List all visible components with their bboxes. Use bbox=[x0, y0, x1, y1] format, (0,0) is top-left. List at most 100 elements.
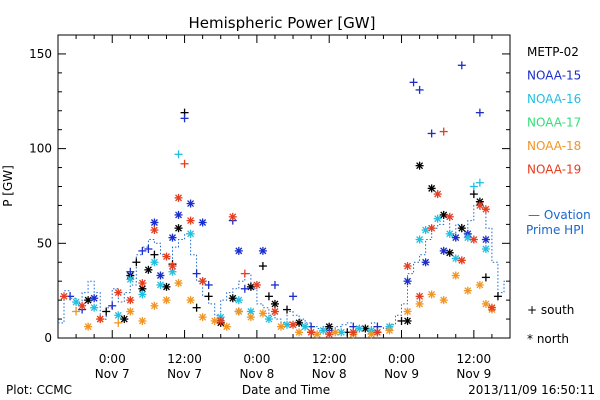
data-point bbox=[415, 235, 424, 244]
point-star-d2 bbox=[72, 298, 80, 306]
data-point bbox=[216, 316, 225, 325]
data-point bbox=[186, 229, 195, 238]
point-star-d2 bbox=[169, 268, 176, 276]
data-point bbox=[463, 286, 472, 295]
ovation-legend-line2: Prime HPI bbox=[526, 223, 584, 237]
data-point bbox=[174, 150, 183, 159]
data-point bbox=[246, 313, 255, 322]
point-star-d2 bbox=[265, 315, 273, 323]
data-point bbox=[186, 216, 195, 225]
data-point bbox=[403, 262, 412, 271]
data-point bbox=[349, 328, 358, 337]
data-point bbox=[240, 284, 249, 293]
point-star-d2 bbox=[175, 224, 182, 232]
data-markers bbox=[60, 61, 502, 339]
point-star-d2 bbox=[307, 328, 315, 336]
data-point bbox=[313, 330, 322, 339]
point-star-d2 bbox=[138, 279, 146, 287]
point-star-d2 bbox=[199, 219, 207, 226]
data-point bbox=[258, 246, 267, 255]
data-point bbox=[421, 226, 430, 235]
point-star-d2 bbox=[271, 308, 279, 315]
data-point bbox=[457, 224, 466, 233]
data-point bbox=[192, 303, 201, 312]
data-point bbox=[150, 218, 159, 227]
point-star-d2 bbox=[187, 217, 195, 225]
point-star-d2 bbox=[428, 224, 436, 232]
point-star-d2 bbox=[458, 224, 466, 232]
data-point bbox=[138, 316, 147, 325]
data-point bbox=[126, 296, 135, 305]
data-point bbox=[493, 292, 502, 301]
data-point bbox=[295, 318, 304, 327]
point-star-d2 bbox=[259, 309, 267, 317]
point-star-d2 bbox=[446, 230, 454, 238]
data-point bbox=[276, 322, 285, 331]
point-star-d2 bbox=[482, 205, 490, 213]
data-point bbox=[415, 299, 424, 308]
data-point bbox=[469, 182, 478, 191]
data-point bbox=[451, 233, 460, 242]
point-star-d2 bbox=[169, 234, 176, 242]
point-star-d2 bbox=[482, 236, 490, 243]
data-point bbox=[439, 246, 448, 255]
footer-timestamp: 2013/11/09 16:50:11 bbox=[468, 383, 595, 397]
data-point bbox=[150, 258, 159, 267]
data-point bbox=[433, 190, 442, 199]
point-star-d2 bbox=[175, 194, 182, 202]
data-point bbox=[355, 324, 364, 333]
data-point bbox=[174, 279, 183, 288]
data-point bbox=[270, 307, 279, 316]
point-star-d2 bbox=[126, 308, 134, 315]
x-tick-label-time: 12:00 bbox=[457, 352, 492, 366]
data-point bbox=[481, 273, 490, 282]
point-star-d2 bbox=[247, 313, 255, 321]
point-star-d2 bbox=[60, 292, 68, 300]
point-star-d2 bbox=[229, 294, 237, 302]
data-point bbox=[144, 244, 153, 253]
point-star-d2 bbox=[325, 330, 333, 338]
data-point bbox=[162, 252, 171, 261]
y-tick-label: 150 bbox=[29, 47, 52, 61]
data-point bbox=[367, 330, 376, 339]
point-star-d2 bbox=[355, 325, 363, 332]
data-point bbox=[114, 311, 123, 320]
data-point bbox=[72, 307, 81, 316]
data-point bbox=[409, 78, 418, 87]
data-point bbox=[457, 61, 466, 70]
data-point bbox=[439, 210, 448, 219]
data-point bbox=[96, 315, 105, 324]
x-tick-label-date: Nov 9 bbox=[384, 367, 419, 381]
data-point bbox=[439, 127, 448, 136]
point-star-d2 bbox=[440, 247, 448, 255]
data-point bbox=[481, 244, 490, 253]
data-point bbox=[102, 307, 111, 316]
data-point bbox=[78, 301, 87, 310]
data-point bbox=[427, 224, 436, 233]
data-point bbox=[90, 303, 99, 312]
data-point bbox=[84, 296, 93, 305]
point-star-d2 bbox=[386, 326, 393, 334]
data-point bbox=[138, 279, 147, 288]
point-star-d2 bbox=[271, 300, 279, 308]
point-star-d2 bbox=[319, 326, 327, 334]
point-star-d2 bbox=[434, 215, 442, 223]
data-point bbox=[264, 292, 273, 301]
point-star-d2 bbox=[464, 287, 472, 295]
data-point bbox=[475, 280, 484, 289]
point-star-d2 bbox=[283, 321, 291, 329]
data-point bbox=[138, 290, 147, 299]
footer-plot-credit: Plot: CCMC bbox=[6, 383, 72, 397]
data-point bbox=[270, 299, 279, 308]
point-star-d2 bbox=[337, 328, 345, 336]
data-point bbox=[234, 246, 243, 255]
ovation-series bbox=[58, 204, 510, 331]
point-star-d2 bbox=[488, 304, 496, 312]
point-star-d2 bbox=[446, 213, 454, 221]
point-star-d2 bbox=[78, 302, 86, 310]
point-star-d2 bbox=[169, 262, 176, 270]
point-star-d2 bbox=[404, 308, 412, 315]
data-point bbox=[144, 265, 153, 274]
point-star-d2 bbox=[301, 323, 309, 331]
x-tick-label-date: Nov 7 bbox=[95, 367, 130, 381]
